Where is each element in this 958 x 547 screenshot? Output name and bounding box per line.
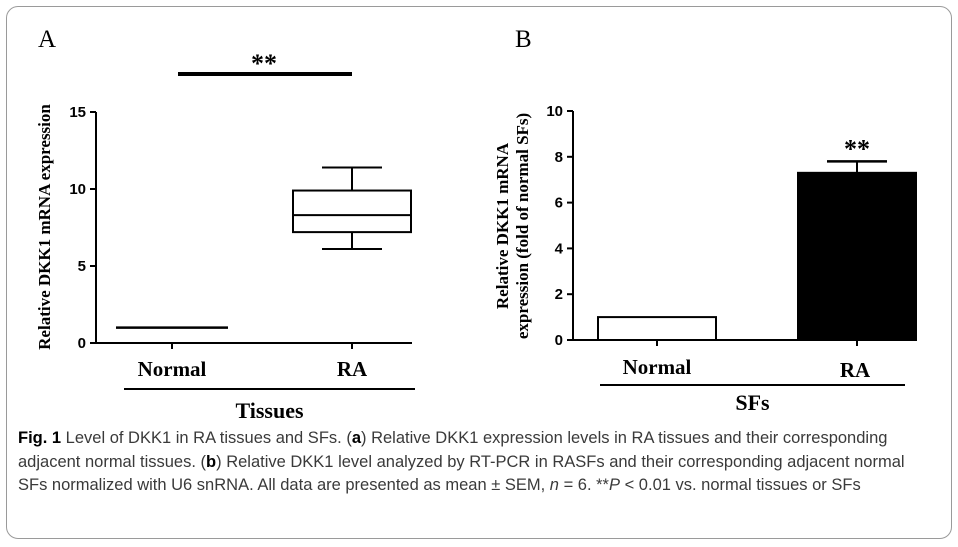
panel-b-bar-ra [797,171,917,341]
caption-body: Level of DKK1 in RA tissues and SFs. (a)… [18,429,905,494]
panel-b-bar-normal [597,316,717,342]
panel-b-ylabel-line1: Relative DKK1 mRNA [493,142,512,309]
caption-segment: ) Relative DKK1 level analyzed by RT-PCR… [18,452,905,495]
panel-a-y-tick-label: 15 [69,104,86,121]
caption-segment: Level of DKK1 in RA tissues and SFs. ( [61,429,352,447]
panel-a-category-label: Normal [138,357,207,381]
panel-b-y-tick-label: 8 [555,149,563,166]
panel-b-ylabel-line2: expression (fold of normal SFs) [513,113,532,339]
caption-segment: b [206,452,217,471]
panel-b-y-tick-label: 4 [555,240,564,257]
panel-a-category-label: RA [337,357,368,381]
panel-b-xlabel: SFs [735,390,770,415]
figure-panels: A 0 5 10 15 Normal RA Tissues Relative DKK1 mRNA… [35,26,917,423]
panel-b-significance-label: ** [844,134,870,163]
panel-b-letter: B [515,26,532,53]
panel-b-category-label: Normal [623,355,692,379]
panel-a-y-tick-label: 10 [69,181,86,198]
caption-segment: n [549,476,559,494]
panel-a-y-tick-label: 0 [78,335,86,352]
panel-a-y-tick-label: 5 [78,258,86,275]
panel-b-y-tick-label: 0 [555,332,563,349]
caption-segment: a [351,429,361,447]
figure-frame [6,6,952,539]
caption-fig-label: Fig. 1 [18,429,62,447]
panel-b-y-tick-label: 10 [546,103,563,120]
panel-a-letter: A [38,26,56,53]
caption-segment: = 6. ** [558,476,609,494]
panel-b-category-label: RA [840,358,871,382]
panel-a-significance-label: ** [251,49,277,78]
caption-segment: P [608,476,620,494]
panel-a: A 0 5 10 15 Normal RA Tissues Relative DKK1 mRNA… [35,26,415,423]
panel-b-y-tick-label: 2 [555,286,563,303]
caption-segment: < 0.01 vs. normal tissues or SFs [620,476,861,494]
panel-b: B 0 2 4 6 8 10 Normal ** RA SFs Relative DKK1 mRNA e… [493,26,917,415]
panel-a-xlabel: Tissues [235,398,304,423]
panel-a-box-ra [292,189,412,234]
figure-caption: Fig. 1 Level of DKK1 in RA tissues and S… [18,427,938,498]
panel-a-ylabel: Relative DKK1 mRNA expression [35,104,54,350]
panel-b-y-tick-label: 6 [555,195,563,212]
caption-segment: ) Relative DKK1 expression levels in RA … [18,429,888,471]
